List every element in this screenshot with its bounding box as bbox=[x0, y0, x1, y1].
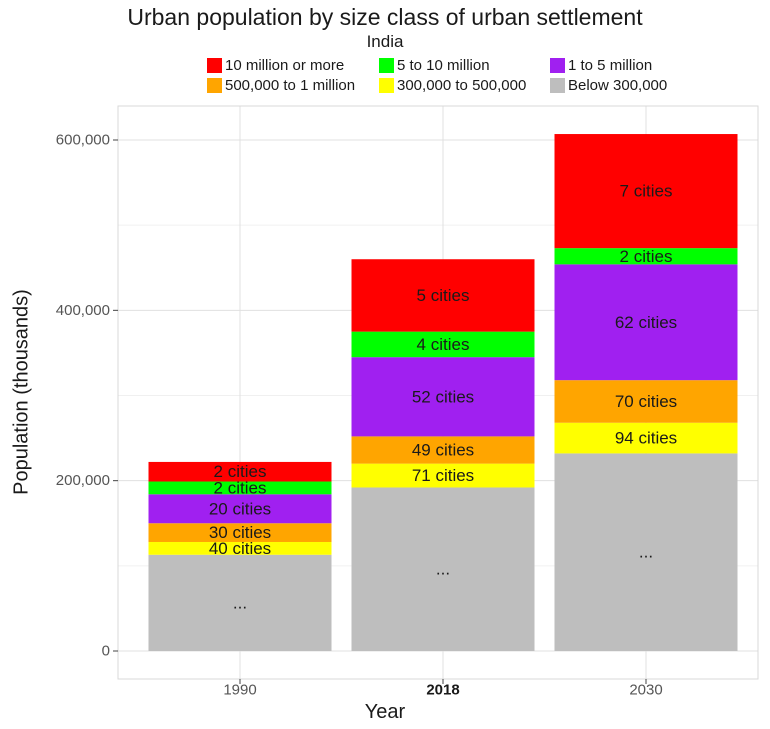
legend-item-1-5m: 1 to 5 million bbox=[550, 56, 652, 74]
bar-segment bbox=[554, 422, 738, 454]
y-tick-label: 0 bbox=[102, 643, 110, 660]
legend-swatch bbox=[207, 57, 222, 73]
bar-segment bbox=[148, 461, 332, 482]
axes-layer: 0 200,000 400,000 600,000 1990 2018 2030 bbox=[56, 132, 663, 699]
bar-data-label: 4 cities bbox=[417, 335, 470, 354]
plot-panel-border bbox=[117, 105, 759, 680]
x-axis-label: Year bbox=[364, 701, 406, 723]
legend-label: 5 to 10 million bbox=[397, 56, 490, 74]
bar-data-label: 20 cities bbox=[209, 499, 271, 518]
bar-segment bbox=[554, 248, 738, 265]
bar-data-label: 94 cities bbox=[615, 429, 677, 448]
bar-segment bbox=[554, 380, 738, 423]
bar-data-label: 2 cities bbox=[620, 247, 673, 266]
legend-swatch bbox=[379, 57, 394, 73]
bar-data-label: 62 cities bbox=[615, 313, 677, 332]
legend-label: 1 to 5 million bbox=[568, 56, 653, 74]
y-tick-label: 400,000 bbox=[56, 302, 110, 319]
bar-data-label: ... bbox=[639, 543, 653, 562]
bar-segment bbox=[148, 554, 332, 651]
bar-segment bbox=[351, 436, 535, 464]
chart-subtitle: India bbox=[366, 32, 404, 51]
bar-data-label: 30 cities bbox=[209, 523, 271, 542]
bar-data-label: 71 cities bbox=[412, 466, 474, 485]
bars-layer bbox=[148, 134, 738, 651]
legend-swatch bbox=[379, 77, 394, 93]
legend-item-500k-1m: 500,000 to 1 million bbox=[207, 76, 355, 94]
bar-segment bbox=[148, 494, 332, 524]
bar-data-label: ... bbox=[233, 593, 247, 612]
legend-label: 300,000 to 500,000 bbox=[397, 76, 527, 94]
y-tick-label: 200,000 bbox=[56, 472, 110, 489]
legend-item-10m-plus: 10 million or more bbox=[207, 56, 344, 74]
bar-data-label: 70 cities bbox=[615, 392, 677, 411]
bar-segment bbox=[148, 481, 332, 495]
legend-swatch bbox=[550, 77, 565, 93]
legend-item-below-300k: Below 300,000 bbox=[550, 76, 667, 94]
bar-segment bbox=[351, 463, 535, 488]
bar-data-label: 2 cities bbox=[214, 462, 267, 481]
legend-item-5-10m: 5 to 10 million bbox=[379, 56, 490, 74]
bar-segment bbox=[351, 331, 535, 358]
bar-data-label: 7 cities bbox=[620, 182, 673, 201]
legend-item-300k-500k: 300,000 to 500,000 bbox=[379, 76, 526, 94]
bar-segment bbox=[148, 541, 332, 555]
chart-title: Urban population by size class of urban … bbox=[127, 4, 643, 30]
bar-segment bbox=[554, 264, 738, 381]
x-tick-label: 1990 bbox=[223, 682, 256, 699]
bar-segment bbox=[148, 523, 332, 542]
bar-segment bbox=[351, 259, 535, 332]
x-tick-label: 2030 bbox=[629, 682, 662, 699]
bar-data-label: 40 cities bbox=[209, 539, 271, 558]
bar-segment bbox=[554, 134, 738, 249]
y-tick-label: 600,000 bbox=[56, 132, 110, 149]
bar-data-label: 2 cities bbox=[214, 478, 267, 497]
bar-data-label: 5 cities bbox=[417, 286, 470, 305]
legend-label: 500,000 to 1 million bbox=[225, 76, 356, 94]
bar-segment bbox=[351, 357, 535, 437]
legend-swatch bbox=[550, 57, 565, 73]
bar-data-label: 49 cities bbox=[412, 441, 474, 460]
bar-data-label: ... bbox=[436, 560, 450, 579]
x-tick-label: 2018 bbox=[426, 682, 459, 699]
y-axis-label: Population (thousands) bbox=[10, 289, 33, 495]
bar-segment bbox=[554, 453, 738, 651]
bar-segment bbox=[351, 487, 535, 651]
legend-label: Below 300,000 bbox=[568, 76, 668, 94]
legend-label: 10 million or more bbox=[225, 56, 345, 74]
bar-data-label: 52 cities bbox=[412, 387, 474, 406]
legend-swatch bbox=[207, 77, 222, 93]
